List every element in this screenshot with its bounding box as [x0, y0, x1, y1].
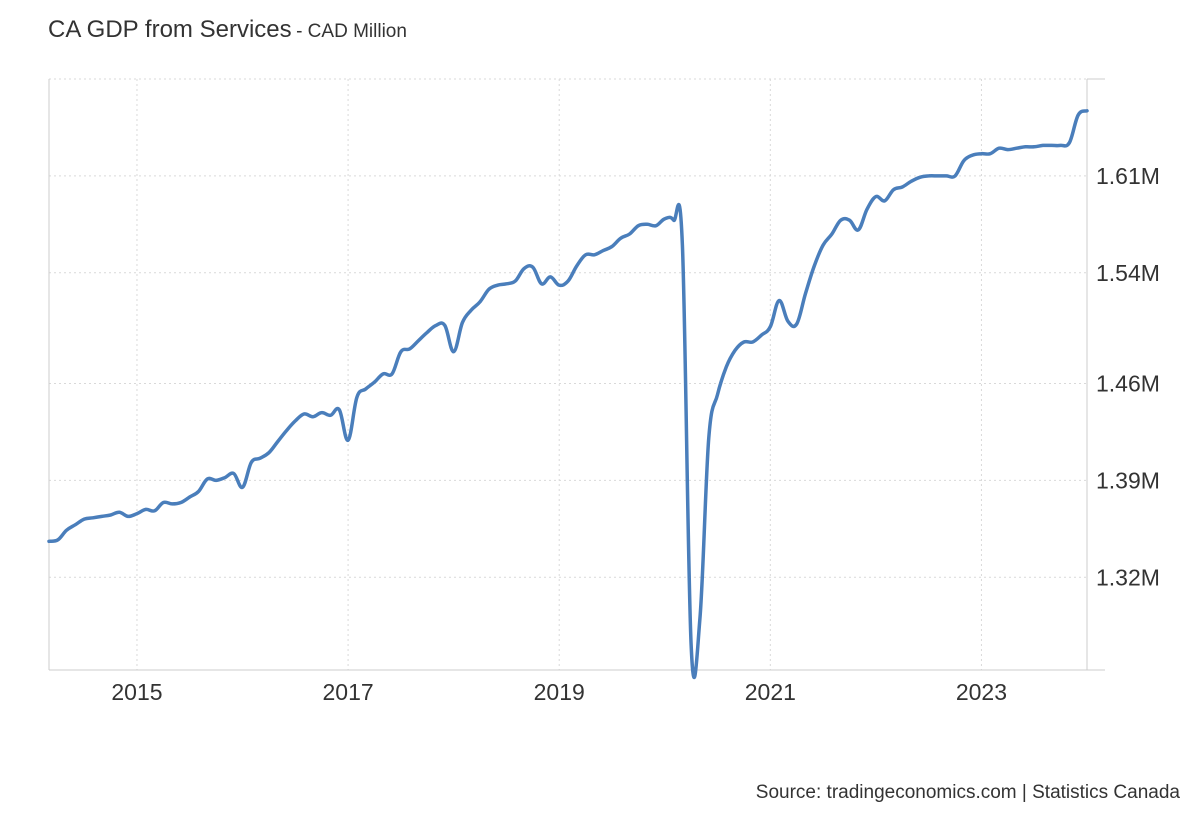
- y-tick-label: 1.39M: [1096, 467, 1160, 493]
- y-tick-label: 1.61M: [1096, 163, 1160, 189]
- grid: [49, 78, 1087, 670]
- y-tick-label: 1.32M: [1096, 564, 1160, 590]
- y-tick-label: 1.54M: [1096, 260, 1160, 286]
- chart-title: CA GDP from Services - CAD Million: [48, 16, 407, 44]
- x-tick-label: 2021: [745, 679, 796, 705]
- tick-labels: 1.32M 1.39M 1.46M 1.54M 1.61M 2015 2017 2019 202…: [111, 163, 1160, 705]
- chart-subtitle: - CAD Million: [296, 21, 407, 42]
- x-tick-label: 2019: [534, 679, 585, 705]
- chart-title-main: CA GDP from Services: [48, 16, 292, 43]
- series-line: [47, 109, 1089, 680]
- series-layer: [47, 109, 1089, 680]
- source-credit: Source: tradingeconomics.com | Statistic…: [755, 782, 1180, 803]
- y-tick-label: 1.46M: [1096, 370, 1160, 396]
- x-tick-label: 2015: [111, 679, 162, 705]
- axes: [48, 78, 1105, 671]
- x-tick-label: 2017: [322, 679, 373, 705]
- x-tick-label: 2023: [956, 679, 1007, 705]
